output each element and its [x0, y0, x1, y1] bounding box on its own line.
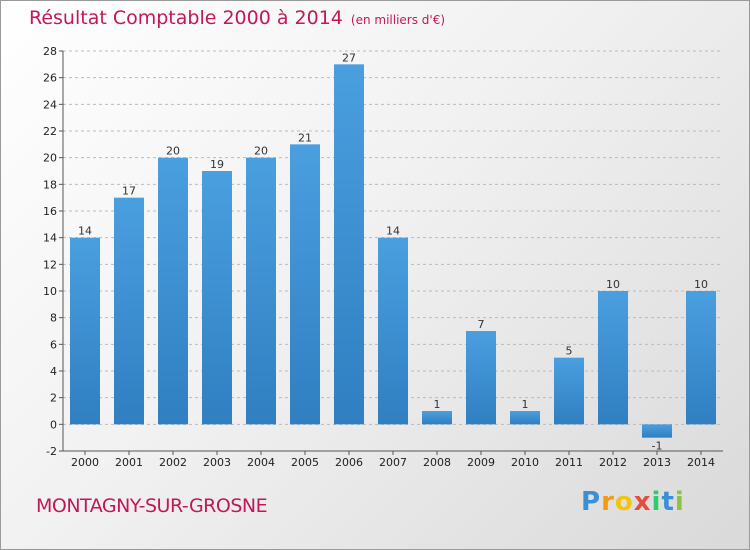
x-tick-label: 2008 — [423, 456, 451, 469]
x-tick-label: 2013 — [643, 456, 671, 469]
bar — [378, 237, 408, 425]
bar — [290, 144, 320, 425]
data-label: 14 — [386, 225, 400, 238]
x-tick-label: 2009 — [467, 456, 495, 469]
y-tick-label: 4 — [50, 365, 57, 378]
bar — [422, 411, 452, 425]
x-tick-label: 2007 — [379, 456, 407, 469]
data-label: 7 — [478, 318, 485, 331]
bar — [510, 411, 540, 425]
logo-letter: o — [614, 487, 634, 517]
x-tick-label: 2012 — [599, 456, 627, 469]
chart-unit-note: (en milliers d'€) — [350, 13, 446, 27]
data-label: 10 — [694, 278, 708, 291]
bar — [70, 237, 100, 425]
x-tick-label: 2003 — [203, 456, 231, 469]
commune-name: MONTAGNY-SUR-GROSNE — [36, 495, 268, 517]
bar — [158, 157, 188, 425]
proxiti-logo: Proxiti — [581, 487, 685, 517]
y-tick-label: 28 — [43, 45, 57, 58]
y-tick-label: 20 — [43, 152, 57, 165]
bar — [686, 291, 716, 425]
y-tick-label: -2 — [46, 445, 57, 458]
bar — [598, 291, 628, 425]
chart-title: Résultat Comptable 2000 à 2014 (en millie… — [29, 7, 445, 29]
data-label: 17 — [122, 185, 136, 198]
y-tick-label: 18 — [43, 178, 57, 191]
x-tick-label: 2002 — [159, 456, 187, 469]
x-tick-label: 2001 — [115, 456, 143, 469]
bar — [554, 357, 584, 425]
bar — [334, 64, 364, 425]
chart-title-text: Résultat Comptable 2000 à 2014 — [29, 7, 343, 29]
y-tick-label: 22 — [43, 125, 57, 138]
y-tick-label: 2 — [50, 392, 57, 405]
bar — [114, 197, 144, 425]
x-tick-label: 2014 — [687, 456, 715, 469]
x-tick-label: 2004 — [247, 456, 275, 469]
data-label: 27 — [342, 51, 356, 64]
x-tick-label: 2005 — [291, 456, 319, 469]
bar — [642, 424, 672, 438]
x-tick-label: 2000 — [71, 456, 99, 469]
data-label: -1 — [652, 440, 663, 453]
y-tick-label: 24 — [43, 98, 57, 111]
logo-letter: i — [651, 487, 662, 517]
data-label: 19 — [210, 158, 224, 171]
x-tick-label: 2011 — [555, 456, 583, 469]
bar — [246, 157, 276, 425]
data-label: 21 — [298, 131, 312, 144]
logo-letter: x — [633, 487, 652, 517]
logo-letter: t — [661, 487, 675, 517]
y-tick-label: 26 — [43, 72, 57, 85]
logo-letter: i — [674, 487, 685, 517]
y-tick-label: 8 — [50, 312, 57, 325]
data-label: 20 — [166, 145, 180, 158]
bars — [70, 64, 716, 438]
data-label: 20 — [254, 145, 268, 158]
y-tick-label: 14 — [43, 232, 57, 245]
bar — [466, 331, 496, 425]
y-tick-label: 0 — [50, 418, 57, 431]
data-label: 1 — [434, 398, 441, 411]
y-tick-label: 6 — [50, 338, 57, 351]
data-label: 5 — [566, 345, 573, 358]
y-tick-label: 16 — [43, 205, 57, 218]
y-tick-label: 10 — [43, 285, 57, 298]
data-label: 10 — [606, 278, 620, 291]
data-label: 1 — [522, 398, 529, 411]
logo-letter: r — [601, 487, 615, 517]
data-label: 14 — [78, 225, 92, 238]
y-tick-label: 12 — [43, 258, 57, 271]
logo-letter: P — [581, 487, 602, 517]
x-tick-label: 2010 — [511, 456, 539, 469]
bar — [202, 171, 232, 425]
x-tick-label: 2006 — [335, 456, 363, 469]
